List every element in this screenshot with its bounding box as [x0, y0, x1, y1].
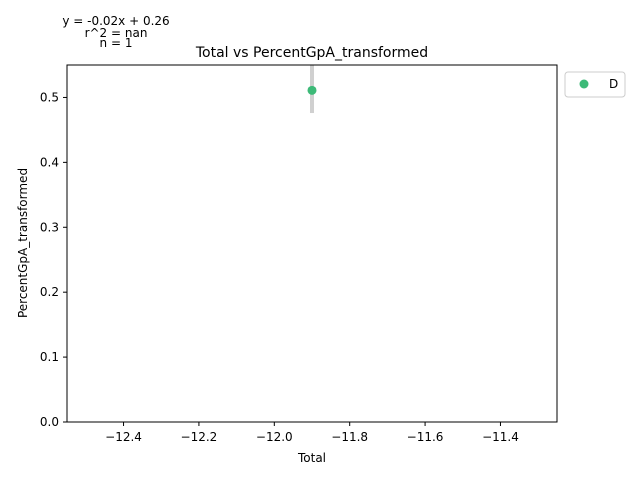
y-tick-label: 0.1: [40, 350, 59, 364]
data-point: [307, 85, 317, 95]
legend-box: [564, 71, 626, 98]
y-tick-label: 0.0: [40, 415, 59, 429]
y-tick-label: 0.4: [40, 155, 59, 169]
y-tick-label: 0.2: [40, 285, 59, 299]
y-axis-label: PercentGpA_transformed: [16, 168, 30, 318]
legend-label-D: D: [609, 77, 618, 91]
plot-frame: [66, 64, 558, 423]
x-tick-label: −12.4: [105, 430, 142, 444]
legend-marker-D: [579, 79, 589, 89]
annotation-n: n = 1: [100, 36, 133, 50]
x-tick-label: −12.2: [181, 430, 218, 444]
x-tick-label: −12.0: [256, 430, 293, 444]
y-axis-ticks: 0.0 0.1 0.2 0.3 0.4 0.5: [40, 90, 67, 429]
chart-title: Total vs PercentGpA_transformed: [195, 45, 428, 61]
x-axis-label: Total: [297, 451, 326, 465]
y-tick-label: 0.5: [40, 90, 59, 104]
x-tick-label: −11.4: [482, 430, 519, 444]
x-tick-label: −11.8: [331, 430, 368, 444]
y-tick-label: 0.3: [40, 220, 59, 234]
annotation-r2: r^2 = nan: [85, 26, 148, 40]
legend: D: [564, 71, 626, 98]
x-axis-ticks: −12.4 −12.2 −12.0 −11.8 −11.6 −11.4: [105, 422, 519, 444]
annotation-equation: y = -0.02x + 0.26: [62, 14, 169, 28]
data-marks: [307, 65, 317, 114]
x-tick-label: −11.6: [407, 430, 444, 444]
